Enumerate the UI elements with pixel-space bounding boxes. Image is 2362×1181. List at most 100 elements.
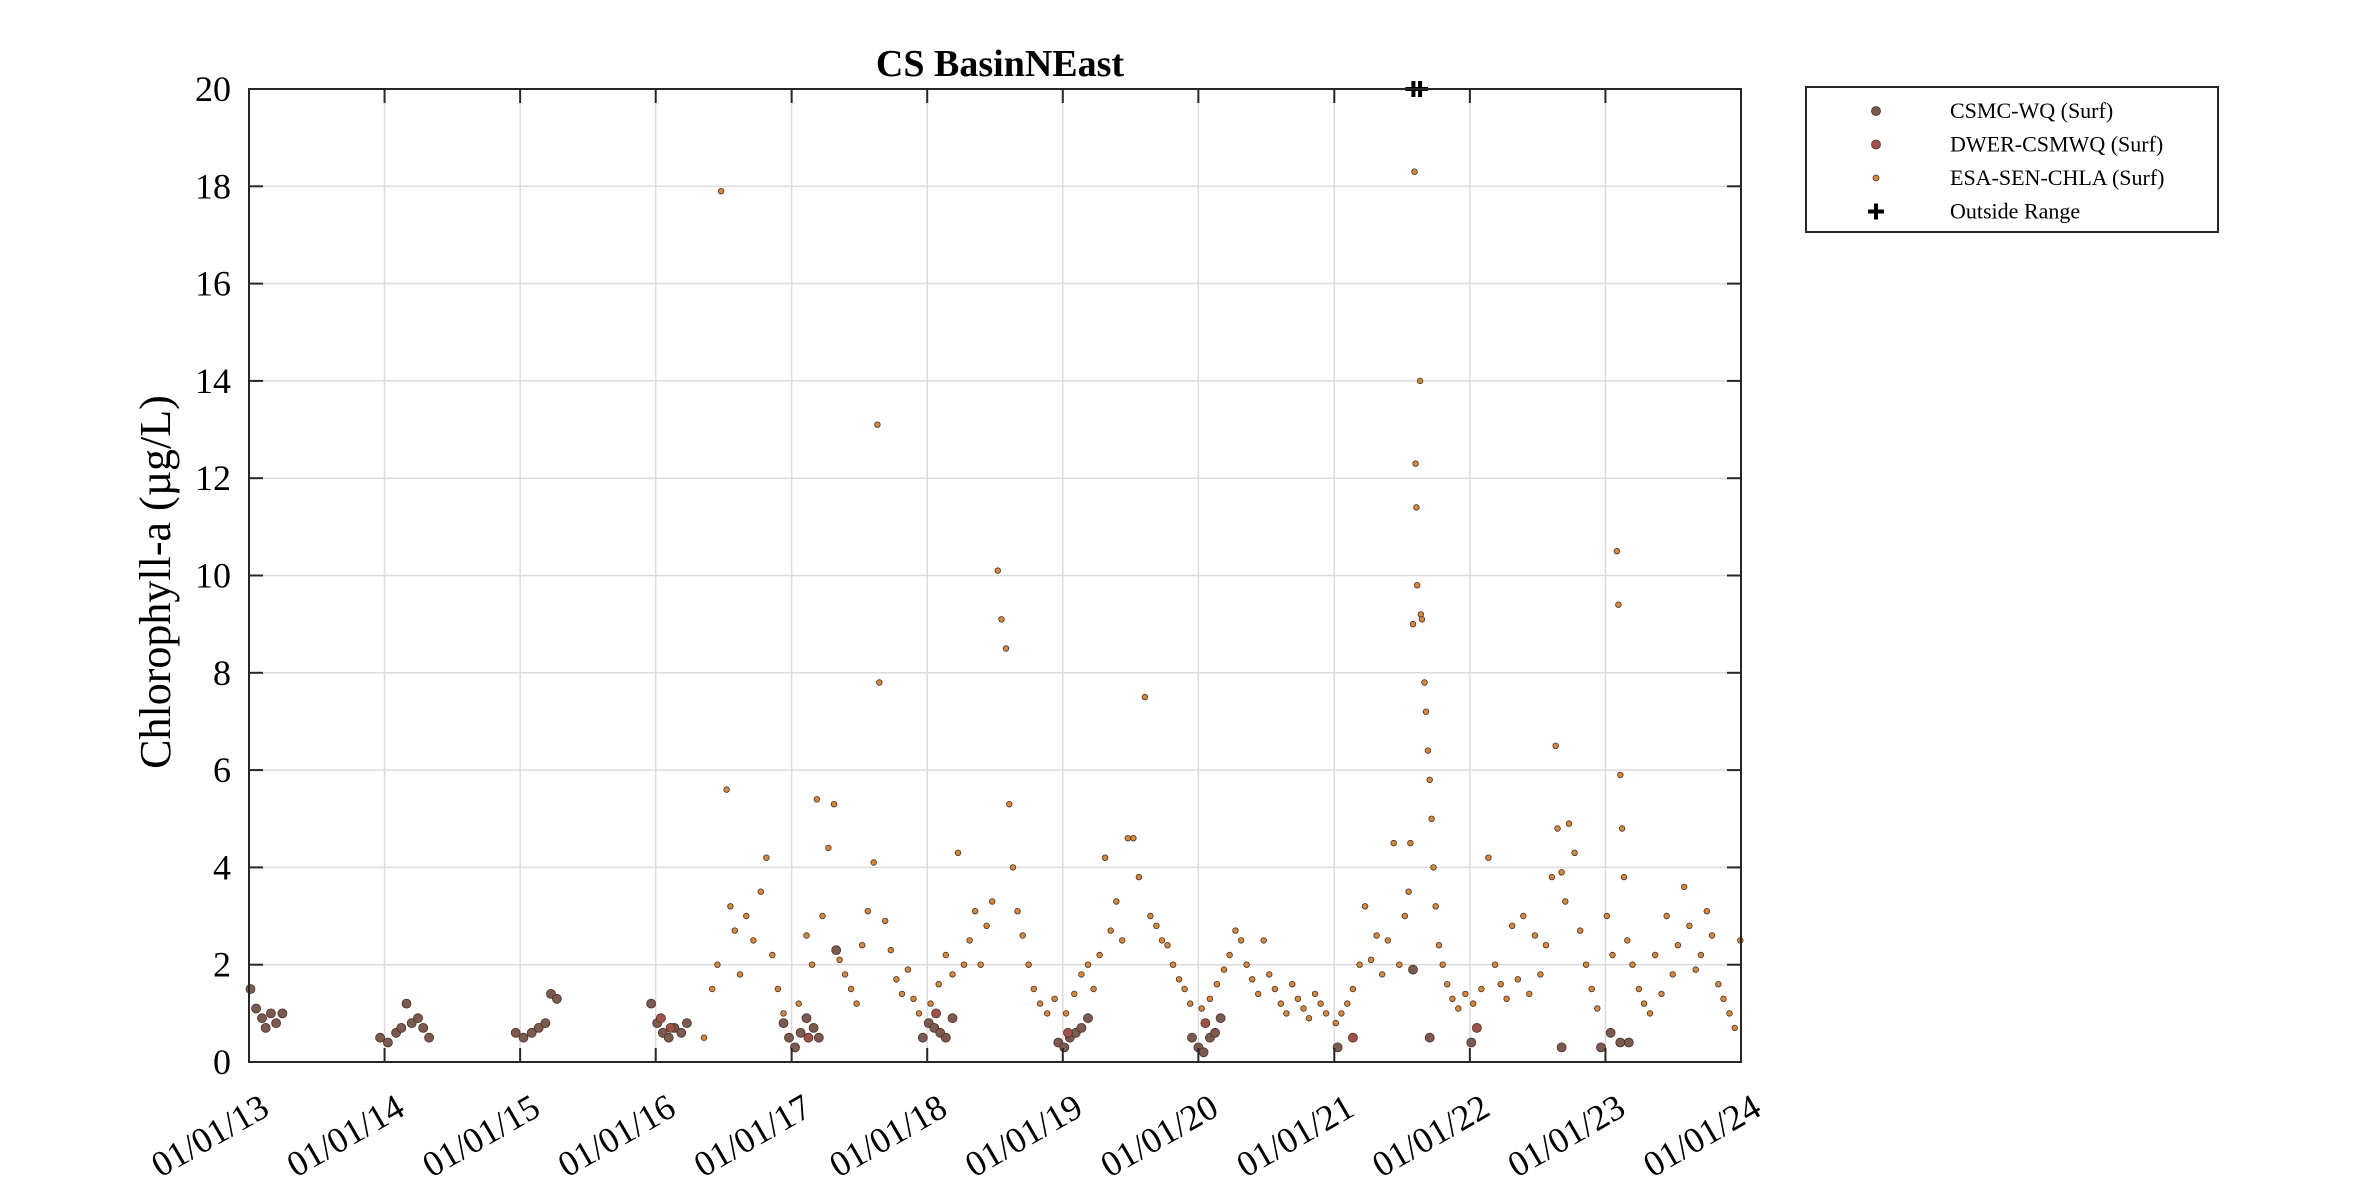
point-esa-sen-chla	[1213, 981, 1221, 988]
point-esa-sen-chla	[1390, 839, 1397, 847]
point-esa-sen-chla	[769, 951, 776, 959]
point-esa-sen-chla	[1646, 1010, 1654, 1017]
x-tick-label: 01/01/23	[1501, 1086, 1632, 1181]
y-tick-label: 16	[195, 264, 231, 304]
point-esa-sen-chla	[736, 971, 744, 978]
point-esa-sen-chla	[998, 616, 1005, 623]
point-esa-sen-chla	[1432, 903, 1439, 910]
point-csmc-wq	[676, 1027, 687, 1038]
point-csmc-wq	[646, 998, 657, 1009]
point-esa-sen-chla	[1418, 616, 1426, 623]
chart-title: CS BasinNEast	[876, 43, 1124, 85]
point-esa-sen-chla	[731, 927, 738, 934]
legend-entry-label: ESA-SEN-CHLA (Surf)	[1950, 165, 2165, 190]
point-esa-sen-chla	[1618, 825, 1626, 832]
point-csmc-wq	[1187, 1032, 1197, 1043]
point-esa-sen-chla	[1175, 976, 1183, 983]
point-dwer-csmwq	[1472, 1023, 1482, 1033]
y-tick-label: 10	[195, 556, 231, 596]
point-esa-sen-chla	[757, 888, 764, 895]
point-esa-sen-chla	[1084, 961, 1092, 968]
legend-marker-circle-icon	[1871, 106, 1881, 116]
y-axis-label: Chlorophyll-a (µg/L)	[131, 395, 180, 769]
point-esa-sen-chla	[1526, 990, 1533, 998]
point-esa-sen-chla	[1283, 1010, 1290, 1017]
point-csmc-wq	[260, 1023, 271, 1033]
point-esa-sen-chla	[825, 844, 832, 852]
point-esa-sen-chla	[1019, 932, 1026, 939]
point-csmc-wq	[265, 1008, 276, 1019]
point-csmc-wq	[277, 1008, 288, 1019]
point-esa-sen-chla	[1322, 1010, 1330, 1017]
point-esa-sen-chla	[874, 421, 881, 428]
point-esa-sen-chla	[1651, 951, 1659, 959]
data-points	[245, 81, 1744, 1058]
x-tick-label: 01/01/17	[687, 1086, 818, 1181]
point-csmc-wq	[813, 1032, 824, 1043]
point-esa-sen-chla	[763, 854, 770, 861]
point-esa-sen-chla	[743, 912, 750, 920]
point-esa-sen-chla	[1708, 932, 1716, 939]
y-tick-label: 4	[213, 847, 231, 887]
point-esa-sen-chla	[904, 966, 912, 973]
y-tick-label: 6	[213, 750, 231, 790]
point-esa-sen-chla	[1428, 815, 1435, 822]
point-esa-sen-chla	[1562, 898, 1569, 905]
point-esa-sen-chla	[1014, 908, 1021, 915]
y-tick-label: 18	[195, 166, 231, 206]
point-csmc-wq	[947, 1013, 958, 1024]
point-esa-sen-chla	[1576, 927, 1584, 934]
point-esa-sen-chla	[1594, 1005, 1601, 1012]
x-tick-label: 01/01/16	[551, 1086, 682, 1181]
point-esa-sen-chla	[915, 1010, 923, 1017]
y-tick-label: 12	[195, 458, 231, 498]
point-esa-sen-chla	[1036, 1000, 1044, 1007]
point-esa-sen-chla	[1305, 1015, 1313, 1022]
point-esa-sen-chla	[1118, 937, 1126, 944]
point-esa-sen-chla	[1101, 854, 1109, 861]
point-csmc-wq	[401, 998, 412, 1009]
point-esa-sen-chla	[949, 971, 956, 978]
point-esa-sen-chla	[1421, 679, 1428, 686]
point-esa-sen-chla	[1449, 995, 1456, 1002]
point-csmc-wq	[245, 984, 256, 994]
point-esa-sen-chla	[1424, 747, 1432, 754]
point-esa-sen-chla	[1582, 961, 1590, 968]
point-csmc-wq	[518, 1032, 529, 1043]
point-esa-sen-chla	[977, 961, 984, 968]
point-esa-sen-chla	[1248, 976, 1256, 983]
point-dwer-csmwq	[665, 1023, 676, 1033]
point-esa-sen-chla	[960, 961, 968, 968]
point-esa-sen-chla	[1411, 168, 1418, 175]
legend-entry-label: DWER-CSMWQ (Surf)	[1950, 132, 2163, 157]
point-csmc-wq	[808, 1023, 819, 1033]
point-csmc-wq	[418, 1023, 429, 1033]
point-esa-sen-chla	[1554, 825, 1561, 832]
point-esa-sen-chla	[1237, 937, 1245, 944]
point-esa-sen-chla	[1478, 985, 1485, 993]
point-dwer-csmwq	[1348, 1032, 1358, 1043]
point-esa-sen-chla	[893, 976, 900, 983]
point-esa-sen-chla	[841, 971, 849, 978]
point-esa-sen-chla	[1107, 927, 1114, 934]
point-csmc-wq	[540, 1018, 551, 1028]
point-esa-sen-chla	[1030, 985, 1037, 993]
point-csmc-wq	[784, 1032, 794, 1043]
point-esa-sen-chla	[780, 1010, 787, 1017]
point-esa-sen-chla	[1669, 971, 1676, 978]
point-esa-sen-chla	[750, 937, 757, 944]
x-tick-label: 01/01/15	[415, 1086, 546, 1181]
point-esa-sen-chla	[1271, 985, 1279, 993]
point-esa-sen-chla	[1243, 961, 1250, 968]
point-esa-sen-chla	[1520, 912, 1527, 920]
x-tick-label: 01/01/20	[1094, 1086, 1225, 1181]
point-esa-sen-chla	[1624, 937, 1631, 944]
point-esa-sen-chla	[1260, 937, 1267, 944]
point-csmc-wq	[917, 1032, 928, 1043]
point-esa-sen-chla	[1338, 1010, 1345, 1017]
point-esa-sen-chla	[983, 922, 990, 929]
point-esa-sen-chla	[1124, 835, 1131, 842]
point-esa-sen-chla	[1469, 1000, 1477, 1007]
point-esa-sen-chla	[1071, 990, 1078, 998]
legend: CSMC-WQ (Surf) DWER-CSMWQ (Surf) ESA-SEN-C…	[1805, 86, 2219, 233]
